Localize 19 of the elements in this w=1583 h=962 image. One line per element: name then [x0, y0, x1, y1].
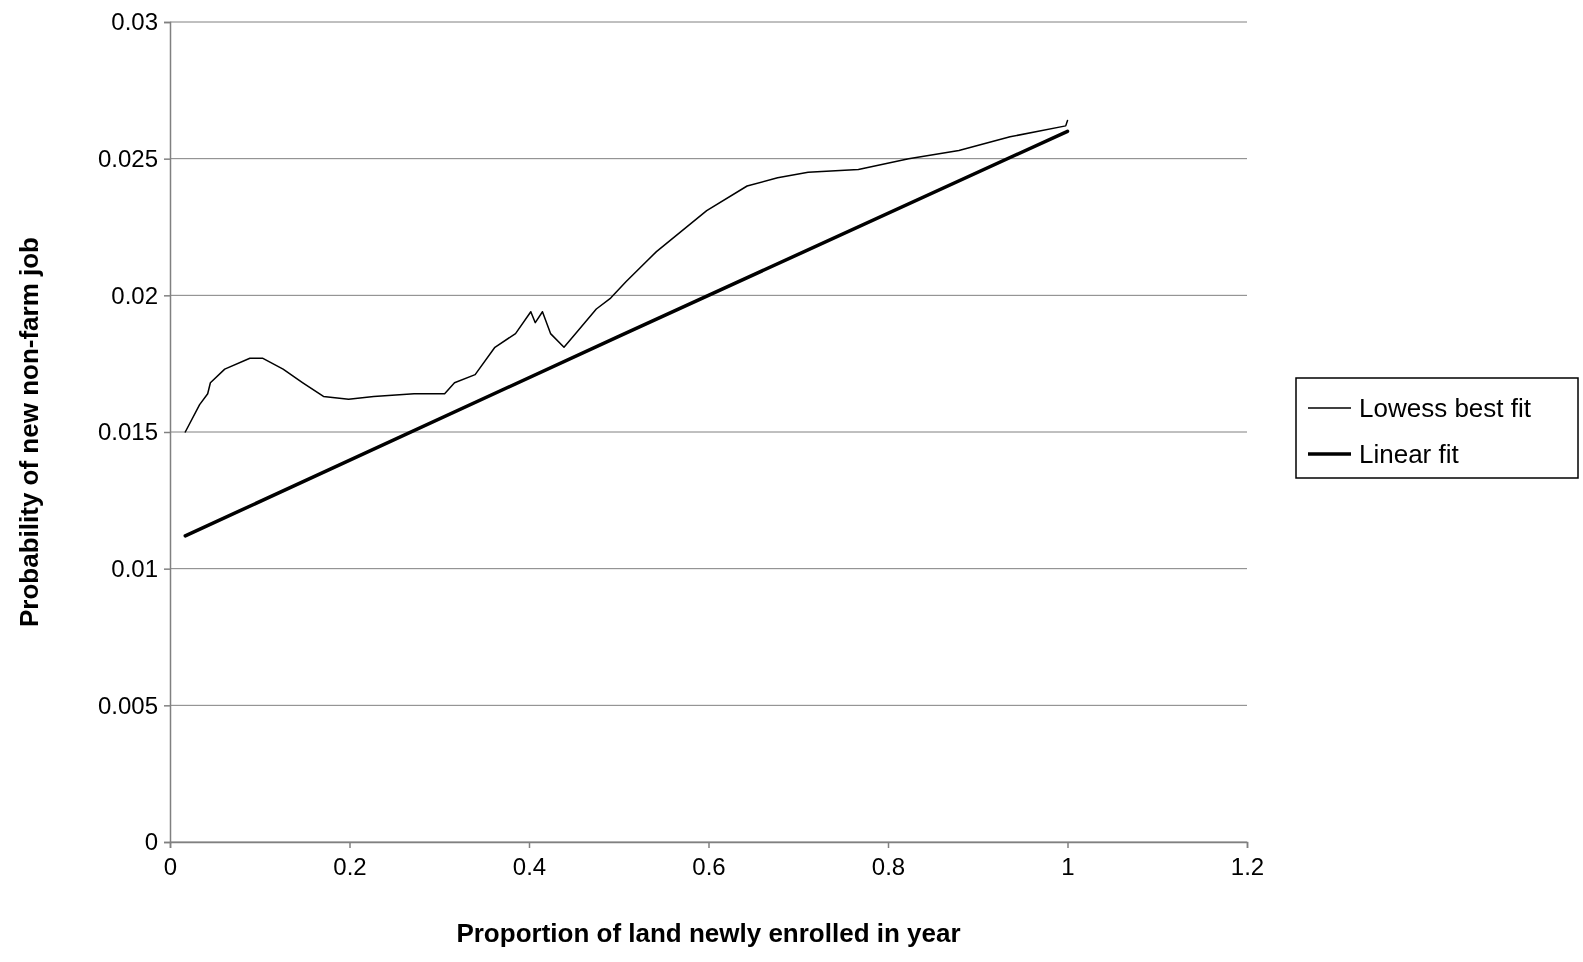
x-tick-label: 1.2: [1230, 853, 1265, 881]
y-tick-label: 0.03: [111, 8, 158, 36]
x-tick-label: 0.4: [512, 853, 547, 881]
y-tick-label: 0.015: [97, 418, 158, 446]
legend-label: Linear fit: [1359, 439, 1460, 469]
x-axis-title: Proportion of land newly enrolled in year: [456, 918, 961, 948]
x-tick-label: 0.6: [692, 853, 726, 881]
x-tick-label: 0: [163, 853, 178, 881]
y-tick-label: 0.02: [111, 281, 158, 309]
x-tick-label: 0.8: [871, 853, 906, 881]
y-tick-label: 0: [144, 828, 158, 856]
legend-label: Lowess best fit: [1359, 393, 1532, 423]
y-tick-label: 0.005: [97, 691, 158, 719]
x-tick-label: 0.2: [333, 853, 367, 881]
x-tick-label: 1: [1061, 853, 1075, 881]
y-tick-label: 0.01: [111, 554, 158, 582]
y-axis-title: Probability of new non-farm job: [14, 237, 44, 627]
y-tick-label: 0.025: [97, 144, 158, 172]
line-series: [184, 119, 1069, 433]
